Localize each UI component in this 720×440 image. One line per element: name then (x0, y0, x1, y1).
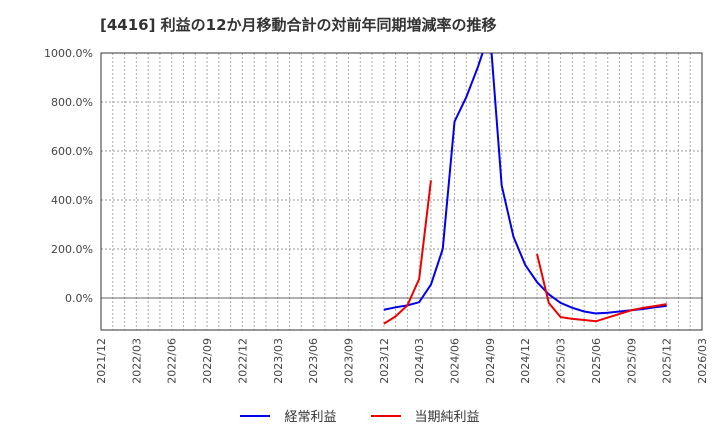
y-tick-label: 600.0% (51, 145, 93, 158)
y-tick-label: 1000.0% (44, 47, 93, 60)
x-tick-label: 2026/03 (696, 338, 709, 384)
x-tick-label: 2023/06 (307, 338, 320, 384)
x-tick-label: 2025/06 (590, 338, 603, 384)
legend-label: 経常利益 (284, 410, 337, 425)
chart-legend: 経常利益 当期純利益 (0, 406, 720, 425)
x-tick-label: 2023/09 (342, 338, 355, 384)
chart-title: [4416] 利益の12か月移動合計の対前年同期増減率の推移 (100, 16, 497, 34)
series-line-net-income (383, 180, 432, 325)
x-tick-label: 2022/12 (236, 338, 249, 384)
legend-swatch-blue (240, 414, 271, 417)
x-tick-label: 2024/06 (449, 338, 462, 384)
y-tick-label: 0.0% (65, 292, 93, 305)
y-tick-label: 800.0% (51, 96, 93, 109)
x-tick-label: 2025/12 (661, 338, 674, 384)
legend-swatch-red (370, 414, 401, 417)
x-tick-label: 2025/09 (625, 338, 638, 384)
x-tick-label: 2023/03 (272, 338, 285, 384)
x-tick-label: 2022/06 (166, 338, 179, 384)
series-line-ordinary-profit (383, 53, 667, 315)
y-tick-label: 400.0% (51, 194, 93, 207)
x-tick-label: 2024/03 (413, 338, 426, 384)
y-tick-label: 200.0% (51, 243, 93, 256)
x-tick-label: 2021/12 (95, 338, 108, 384)
x-tick-label: 2022/03 (130, 338, 143, 384)
x-tick-label: 2025/03 (555, 338, 568, 384)
x-tick-label: 2022/09 (201, 338, 214, 384)
x-tick-label: 2024/12 (519, 338, 532, 384)
x-tick-label: 2024/09 (484, 338, 497, 384)
plot-area (100, 52, 703, 331)
x-tick-label: 2023/12 (378, 338, 391, 384)
legend-item-ordinary-profit[interactable]: 経常利益 (240, 406, 337, 425)
legend-label: 当期純利益 (414, 410, 480, 425)
series-line-net-income (536, 253, 667, 323)
legend-item-net-income[interactable]: 当期純利益 (370, 406, 480, 425)
